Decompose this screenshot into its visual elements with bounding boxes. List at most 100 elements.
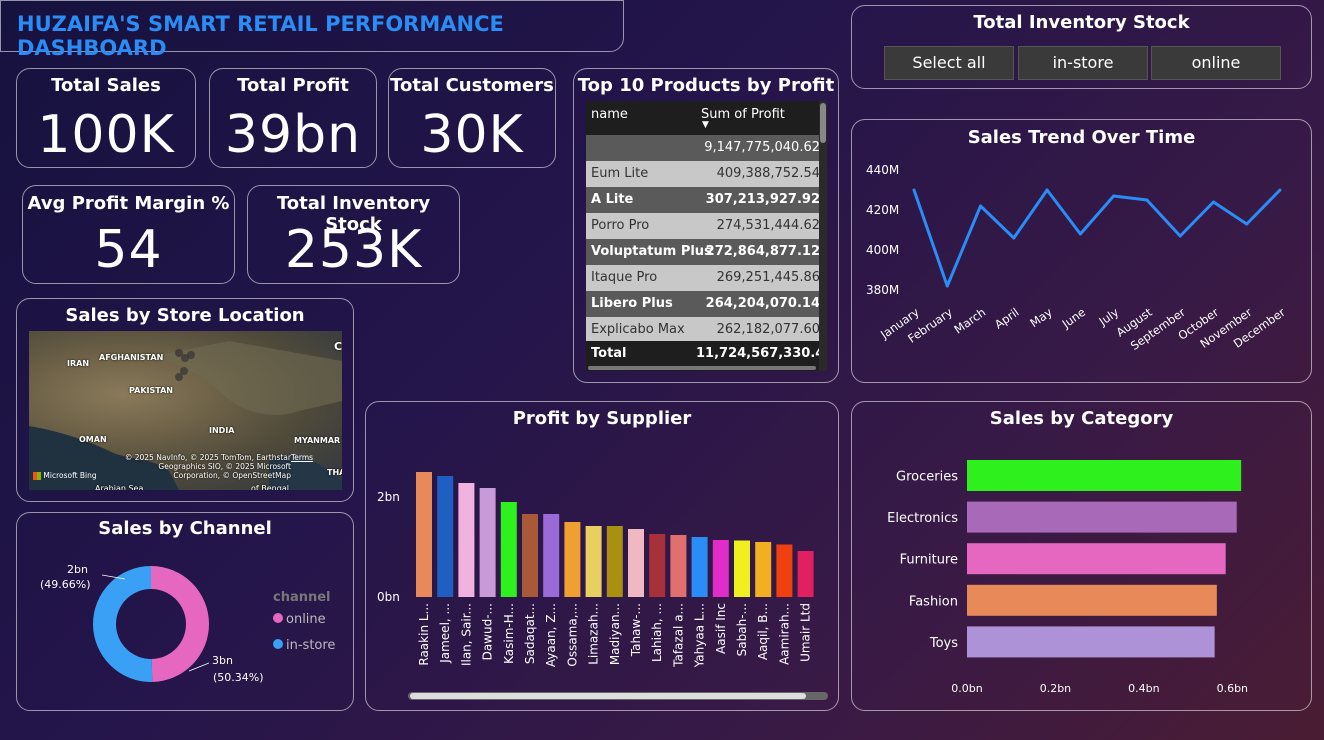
table-row[interactable]: Itaque Pro 269,251,445.86 — [586, 265, 820, 291]
table-hscroll-thumb[interactable] — [588, 366, 816, 370]
map-label-myanmar: MYANMAR — [294, 436, 341, 445]
x-tick-label: Ossama,... — [565, 603, 579, 667]
supplier-title: Profit by Supplier — [512, 408, 692, 429]
sales-trend-line — [912, 188, 1282, 288]
table-row[interactable]: Libero Plus 264,204,070.14 — [586, 291, 820, 317]
table-row[interactable]: A Lite 307,213,927.92 — [586, 187, 820, 213]
table-row[interactable]: Explicabo Max 262,182,077.60 — [586, 317, 820, 343]
product-profit: 409,388,752.54 — [716, 166, 820, 181]
supplier-bar — [691, 537, 708, 597]
category-label: Electronics — [887, 511, 958, 526]
kpi-label: Total Profit — [237, 75, 349, 96]
kpi-total-profit[interactable]: Total Profit 39bn — [209, 68, 377, 168]
kpi-total-customers[interactable]: Total Customers 30K — [388, 68, 556, 168]
total-label: Total — [591, 346, 627, 361]
kpi-value: 39bn — [224, 105, 362, 165]
slicer-option-in-store[interactable]: in-store — [1018, 46, 1148, 80]
online-pct-label: (49.66%) — [40, 578, 91, 591]
supplier-bar-chart[interactable]: 0bn 2bn Raakin L... Jameel, ... Ilan, Sair..… — [366, 402, 840, 712]
channel-donut-chart[interactable] — [17, 513, 355, 712]
map-label-arabian-sea: Arabian Sea — [95, 484, 144, 490]
table-header: name Sum of Profit ▼ — [586, 101, 820, 137]
table-row[interactable]: Eum Lite 409,388,752.54 — [586, 161, 820, 187]
kpi-total-sales[interactable]: Total Sales 100K — [16, 68, 196, 168]
column-header-profit[interactable]: Sum of Profit — [701, 107, 785, 122]
supplier-bar — [500, 502, 517, 597]
x-tick-label: Lahiah, ... — [650, 603, 664, 662]
x-tick-label: Tahaw-... — [629, 603, 643, 657]
category-bar — [967, 543, 1226, 575]
inventory-slicer: Total Inventory Stock Select all in-stor… — [851, 5, 1312, 89]
table-vscroll-thumb[interactable] — [820, 103, 826, 143]
store-location-card: Sales by Store Location — [16, 298, 354, 502]
table-row[interactable]: 9,147,775,040.62 — [586, 135, 820, 161]
map-label-india: INDIA — [209, 426, 235, 435]
donut-slice-online — [151, 566, 210, 682]
map-terms-link[interactable]: Terms — [291, 453, 314, 462]
bing-logo: Microsoft Bing — [33, 471, 97, 480]
category-label: Groceries — [896, 470, 958, 485]
arabian-sea-water — [29, 426, 179, 490]
trend-point — [1178, 234, 1182, 238]
supplier-bar — [458, 483, 475, 597]
legend-item-online[interactable]: online — [273, 612, 326, 627]
kpi-value: 253K — [284, 220, 423, 280]
x-tick-label: Aaqil, B... — [756, 603, 770, 660]
kpi-label: Total Sales — [51, 75, 161, 96]
x-tick-label: Aamirah... — [777, 603, 791, 665]
map-label-oman: OMAN — [79, 435, 107, 444]
store-marker[interactable] — [180, 367, 188, 375]
slicer-option-select-all[interactable]: Select all — [884, 46, 1014, 80]
x-tick-label: 0.6bn — [1217, 682, 1248, 695]
product-name: Voluptatum Plus — [591, 244, 712, 259]
category-bar-chart[interactable]: Groceries Electronics Furniture Fashion Toys… — [852, 402, 1313, 712]
legend-title: channel — [273, 590, 331, 605]
store-marker[interactable] — [175, 373, 183, 381]
bay-water — [269, 455, 342, 490]
category-label: Furniture — [900, 553, 958, 568]
x-tick-label: Sabah-... — [735, 603, 749, 656]
kpi-total-inventory[interactable]: Total Inventory Stock 253K — [247, 185, 460, 284]
x-tick-label: Raakin L... — [417, 603, 431, 666]
supplier-bar — [585, 526, 602, 597]
slicer-option-online[interactable]: online — [1151, 46, 1281, 80]
map-attribution: © 2025 NavInfo, © 2025 TomTom, Earthstar… — [124, 453, 291, 480]
trend-point — [945, 284, 949, 288]
top-products-title: Top 10 Products by Profit — [577, 75, 835, 96]
table-hscroll-track — [586, 365, 820, 371]
supplier-bar — [755, 542, 772, 597]
supplier-bar — [649, 534, 666, 597]
kpi-label: Total Inventory Stock — [276, 193, 431, 235]
map-label-pakistan: PAKISTAN — [129, 386, 173, 395]
product-profit: 307,213,927.92 — [705, 192, 820, 207]
kpi-avg-profit-margin[interactable]: Avg Profit Margin % 54 — [22, 185, 235, 284]
supplier-bar — [776, 544, 793, 597]
store-marker[interactable] — [187, 351, 195, 359]
category-bar — [967, 626, 1215, 658]
x-tick-label: Umair Ltd — [799, 603, 813, 662]
instore-leader-line — [188, 662, 210, 672]
top-products-table[interactable]: name Sum of Profit ▼ 9,147,775,040.62 Eum… — [586, 101, 820, 371]
x-tick-label: June — [1059, 305, 1088, 331]
x-tick-label: Ayaan, Z... — [544, 603, 558, 667]
product-name: Libero Plus — [591, 296, 673, 311]
map-label-afghanistan: AFGHANISTAN — [99, 353, 164, 362]
product-profit: 264,204,070.14 — [705, 296, 820, 311]
product-name: A Lite — [591, 192, 634, 207]
map-label-bay: of Bengal — [251, 484, 289, 490]
supplier-hscroll-thumb[interactable] — [410, 693, 806, 699]
column-header-name[interactable]: name — [591, 107, 628, 122]
product-name: Explicabo Max — [591, 322, 685, 337]
supplier-bar — [734, 540, 750, 597]
sort-desc-icon[interactable]: ▼ — [702, 120, 709, 130]
supplier-bar — [606, 526, 623, 597]
trend-point — [1045, 188, 1049, 192]
legend-item-instore[interactable]: in-store — [273, 638, 335, 653]
supplier-bar — [628, 529, 644, 597]
store-location-map[interactable]: IRAN AFGHANISTAN PAKISTAN INDIA OMAN MYA… — [29, 331, 342, 490]
table-row[interactable]: Voluptatum Plus 272,864,877.12 — [586, 239, 820, 265]
table-row[interactable]: Porro Pro 274,531,444.62 — [586, 213, 820, 239]
store-marker[interactable] — [175, 349, 183, 357]
store-marker[interactable] — [181, 354, 189, 362]
